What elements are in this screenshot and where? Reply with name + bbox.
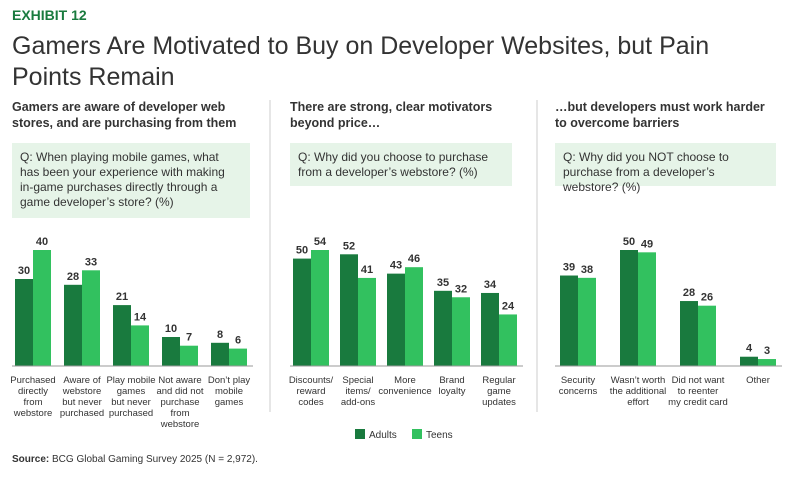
category-label: Discounts/reward codes <box>289 375 334 408</box>
bar <box>113 305 131 366</box>
legend-swatch <box>355 429 365 439</box>
bar <box>387 273 405 366</box>
value-label: 7 <box>186 332 192 344</box>
bar <box>15 279 33 366</box>
bar <box>405 267 423 366</box>
value-label: 4 <box>746 343 753 355</box>
value-label: 43 <box>390 260 402 272</box>
bar <box>740 356 758 366</box>
bar <box>64 284 82 366</box>
legend-label: Adults <box>369 430 397 441</box>
value-label: 46 <box>408 253 420 265</box>
value-label: 21 <box>116 291 128 303</box>
question: Q: When playing mobile games, what has be… <box>20 150 225 209</box>
bar <box>452 297 470 366</box>
bar <box>698 305 716 366</box>
bar <box>560 275 578 366</box>
bar <box>358 277 376 366</box>
value-label: 33 <box>85 256 97 268</box>
value-label: 3 <box>764 345 770 357</box>
source-text: BCG Global Gaming Survey 2025 (N = 2,972… <box>52 454 258 465</box>
category-label: More convenience <box>378 375 431 397</box>
bar <box>499 314 517 366</box>
value-label: 8 <box>217 329 223 341</box>
value-label: 41 <box>361 264 373 276</box>
category-label: Special items/add-ons <box>341 375 376 408</box>
category-label: Wasn’t worth the additional effort <box>610 375 667 408</box>
category-label: Regular game updates <box>482 375 516 408</box>
category-label: Purchased directly from webstore <box>10 375 55 419</box>
value-label: 28 <box>67 271 79 283</box>
value-label: 34 <box>484 279 497 291</box>
bar <box>578 277 596 366</box>
bar <box>638 252 656 366</box>
category-label: Other <box>746 375 770 386</box>
category-label: Play mobile games but never purchased <box>106 375 155 419</box>
value-label: 39 <box>563 262 575 274</box>
panel-title: …but developers must work harder to overc… <box>555 100 765 130</box>
bar <box>82 270 100 366</box>
value-label: 24 <box>502 300 515 312</box>
question: Q: Why did you choose to purchase from a … <box>298 150 488 179</box>
value-label: 26 <box>701 292 713 304</box>
value-label: 49 <box>641 238 653 250</box>
value-label: 28 <box>683 287 695 299</box>
value-label: 6 <box>235 335 241 347</box>
value-label: 32 <box>455 283 467 295</box>
bar <box>311 250 329 366</box>
bar <box>293 258 311 366</box>
question-box <box>555 143 776 186</box>
value-label: 35 <box>437 277 449 289</box>
source-label: Source: <box>12 454 49 465</box>
panel-title: Gamers are aware of developer web stores,… <box>12 100 236 130</box>
source: Source: BCG Global Gaming Survey 2025 (N… <box>12 454 258 465</box>
question-box <box>12 143 250 218</box>
category-label: Aware of webstore but never purchased <box>60 375 104 419</box>
value-label: 10 <box>165 323 177 335</box>
category-label: Not aware and did not purchase from webstore <box>156 375 203 430</box>
panel-title: There are strong, clear motivators beyond… <box>290 100 492 130</box>
bar <box>758 359 776 366</box>
category-label: Security concerns <box>559 375 598 397</box>
category-label: Did not want to reenter my credit card <box>668 375 728 408</box>
page-title: Gamers Are Motivated to Buy on Developer… <box>12 32 709 91</box>
bar <box>211 342 229 366</box>
question-box <box>290 143 512 186</box>
value-label: 54 <box>314 236 327 248</box>
value-label: 38 <box>581 264 593 276</box>
bar <box>680 301 698 366</box>
question: Q: Why did you NOT choose to purchase fro… <box>562 150 729 194</box>
legend-label: Teens <box>426 430 453 441</box>
exhibit-label: EXHIBIT 12 <box>12 7 87 23</box>
bar <box>481 292 499 366</box>
bar <box>229 348 247 366</box>
bar <box>434 290 452 366</box>
value-label: 50 <box>296 245 308 257</box>
bar <box>180 345 198 366</box>
category-label: Brand loyalty <box>439 375 466 397</box>
bar <box>620 250 638 366</box>
legend-swatch <box>412 429 422 439</box>
bar <box>33 250 51 366</box>
bar <box>162 337 180 366</box>
value-label: 50 <box>623 236 635 248</box>
value-label: 30 <box>18 265 30 277</box>
value-label: 14 <box>134 311 147 323</box>
value-label: 52 <box>343 240 355 252</box>
category-label: Don’t play mobile games <box>208 375 250 408</box>
bar <box>131 325 149 366</box>
value-label: 40 <box>36 236 48 248</box>
bar <box>340 254 358 366</box>
